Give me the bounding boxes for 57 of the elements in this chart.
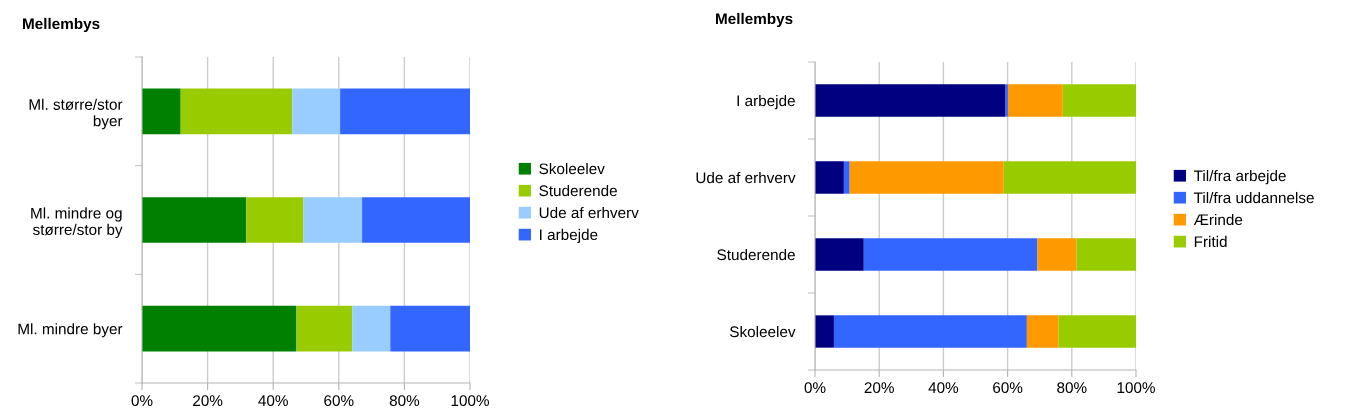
y-tick-label: Skoleelev xyxy=(730,325,796,338)
x-tick-label: 0% xyxy=(131,395,153,407)
bar xyxy=(340,88,470,135)
y-tick-label: Ude af erhverv xyxy=(696,171,796,184)
x-tick-label: 0% xyxy=(804,382,826,394)
x-tick-label: 100% xyxy=(1117,382,1155,394)
bar xyxy=(843,161,850,194)
bar xyxy=(362,197,470,243)
bar xyxy=(863,238,1038,271)
bar xyxy=(390,305,470,352)
chart-title: Mellembys xyxy=(716,12,793,28)
bar xyxy=(1007,84,1063,117)
bar xyxy=(142,88,181,135)
legend-label: Til/fra uddannelse xyxy=(1193,191,1314,204)
x-tick-label: 40% xyxy=(928,382,959,394)
bar xyxy=(815,315,834,348)
bar xyxy=(1037,238,1077,271)
bar xyxy=(142,305,297,352)
bar xyxy=(352,305,391,352)
legend-label: Ude af erhverv xyxy=(539,206,639,219)
chart-title: Mellembys xyxy=(23,17,100,33)
bar xyxy=(1058,315,1136,348)
bar xyxy=(849,161,1004,194)
x-tick-label: 60% xyxy=(324,395,354,407)
bar xyxy=(142,197,247,243)
x-tick-label: 20% xyxy=(193,395,223,407)
bar xyxy=(815,238,864,271)
bar xyxy=(1062,84,1136,117)
y-tick-label: Studerende xyxy=(717,248,795,261)
bar xyxy=(1005,84,1008,117)
x-tick-label: 40% xyxy=(258,395,288,407)
y-tick-label: Ml. mindre og større/stor by xyxy=(31,207,123,239)
bar xyxy=(1026,315,1059,348)
y-tick-label: I arbejde xyxy=(737,94,795,110)
legend-label: Skoleelev xyxy=(539,162,605,175)
legend-label: Til/fra arbejde xyxy=(1193,169,1286,185)
bar xyxy=(815,161,844,194)
legend-label: Ærinde xyxy=(1193,213,1243,226)
bar xyxy=(1003,161,1136,194)
bar xyxy=(296,305,353,352)
x-tick-label: 80% xyxy=(1057,382,1087,394)
x-tick-label: 80% xyxy=(389,395,420,407)
bar xyxy=(246,197,304,243)
bar xyxy=(180,88,293,135)
x-tick-label: 100% xyxy=(451,395,489,407)
y-tick-label: Ml. større/stor byer xyxy=(29,98,123,130)
legend-label: I arbejde xyxy=(540,228,598,244)
bar xyxy=(1076,238,1136,271)
x-tick-label: 60% xyxy=(993,382,1023,394)
bar xyxy=(815,84,1006,117)
y-tick-label: Ml. mindre byer xyxy=(18,323,123,338)
bar xyxy=(303,197,363,243)
x-tick-label: 20% xyxy=(864,382,894,394)
legend-label: Studerende xyxy=(539,184,617,197)
legend-label: Fritid xyxy=(1194,235,1227,248)
bar xyxy=(292,88,341,135)
bar xyxy=(833,315,1027,348)
